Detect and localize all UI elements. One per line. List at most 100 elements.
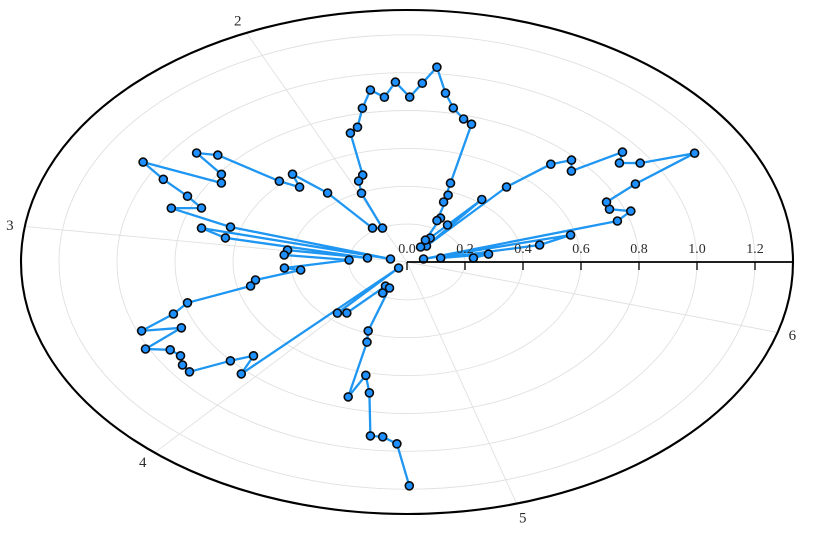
theta-tick-label: 6 — [789, 328, 797, 344]
grid-spoke — [406, 261, 517, 504]
theta-tick-label: 3 — [6, 218, 14, 234]
theta-tick-label: 2 — [234, 14, 242, 30]
data-point — [332, 308, 343, 318]
data-point — [279, 263, 290, 273]
data-point — [356, 188, 367, 198]
data-point — [353, 176, 364, 186]
data-point — [390, 77, 401, 87]
data-point — [404, 480, 415, 491]
data-point — [248, 350, 259, 361]
data-point — [166, 203, 177, 213]
r-tick-label: 0.6 — [572, 242, 590, 257]
data-point — [404, 92, 415, 102]
data-point — [138, 157, 148, 167]
data-point — [545, 159, 556, 169]
data-point — [565, 230, 576, 240]
data-point — [362, 337, 372, 347]
data-point — [466, 119, 477, 129]
data-point — [341, 308, 352, 318]
data-point — [191, 148, 202, 158]
data-point — [165, 344, 175, 355]
data-point — [458, 114, 469, 124]
data-point — [220, 233, 231, 243]
data-point — [379, 92, 390, 102]
data-point — [140, 344, 151, 354]
grid-spoke — [406, 261, 778, 333]
data-point — [175, 350, 186, 361]
data-point — [345, 128, 356, 138]
data-point — [448, 103, 459, 113]
data-point — [196, 203, 207, 213]
r-tick-label: 0.0 — [398, 242, 416, 257]
r-tick-label: 0.8 — [630, 242, 648, 257]
data-point — [184, 366, 195, 377]
data-point — [689, 148, 700, 158]
data-point — [136, 326, 147, 336]
data-point — [182, 297, 193, 308]
data-point — [182, 191, 193, 201]
data-point — [365, 85, 376, 95]
data-point — [176, 322, 187, 333]
data-point — [250, 275, 261, 285]
data-point — [566, 155, 577, 165]
data-point — [418, 254, 429, 264]
polar-boundary — [19, 8, 795, 516]
data-line — [140, 66, 696, 487]
data-point — [360, 370, 371, 381]
data-point — [393, 263, 404, 273]
data-point — [225, 355, 236, 366]
data-point — [601, 197, 612, 207]
data-point — [377, 288, 388, 298]
data-point — [443, 190, 453, 200]
data-point — [384, 283, 395, 293]
data-point — [364, 387, 375, 398]
data-point — [442, 220, 453, 230]
data-point — [435, 253, 446, 263]
data-point — [216, 178, 227, 188]
data-point — [440, 88, 451, 98]
data-point — [225, 222, 236, 232]
data-point — [417, 78, 428, 88]
data-point — [295, 265, 306, 275]
r-tick-label: 0.2 — [456, 242, 474, 257]
data-point — [177, 360, 188, 370]
theta-tick-label: 5 — [519, 510, 527, 526]
data-point — [363, 326, 374, 336]
data-point — [294, 182, 305, 192]
data-point — [213, 150, 223, 160]
data-point — [432, 215, 442, 226]
data-point — [630, 179, 641, 189]
data-point — [420, 235, 431, 245]
data-point — [612, 216, 623, 226]
data-point — [483, 249, 494, 259]
data-point — [392, 438, 402, 449]
data-point — [534, 240, 545, 250]
data-point — [432, 62, 442, 72]
data-point — [322, 188, 333, 198]
data-point — [343, 392, 354, 402]
data-point — [365, 431, 376, 441]
data-point — [352, 122, 363, 132]
data-point — [415, 242, 426, 252]
data-point — [274, 176, 285, 186]
r-tick-label: 0.4 — [514, 242, 532, 257]
data-point — [501, 182, 512, 192]
data-point — [245, 281, 256, 291]
data-point — [438, 197, 449, 207]
r-tick-label: 1.2 — [746, 242, 764, 257]
data-point — [635, 158, 646, 168]
data-point — [385, 254, 396, 264]
data-point — [357, 103, 368, 113]
data-point — [196, 223, 207, 233]
data-point — [377, 431, 388, 442]
data-point — [362, 253, 373, 263]
data-point — [476, 194, 487, 205]
data-point — [445, 178, 456, 188]
data-point — [617, 147, 628, 157]
data-point — [287, 169, 298, 179]
data-point — [566, 166, 577, 176]
data-point — [367, 223, 378, 233]
data-point — [279, 250, 290, 260]
